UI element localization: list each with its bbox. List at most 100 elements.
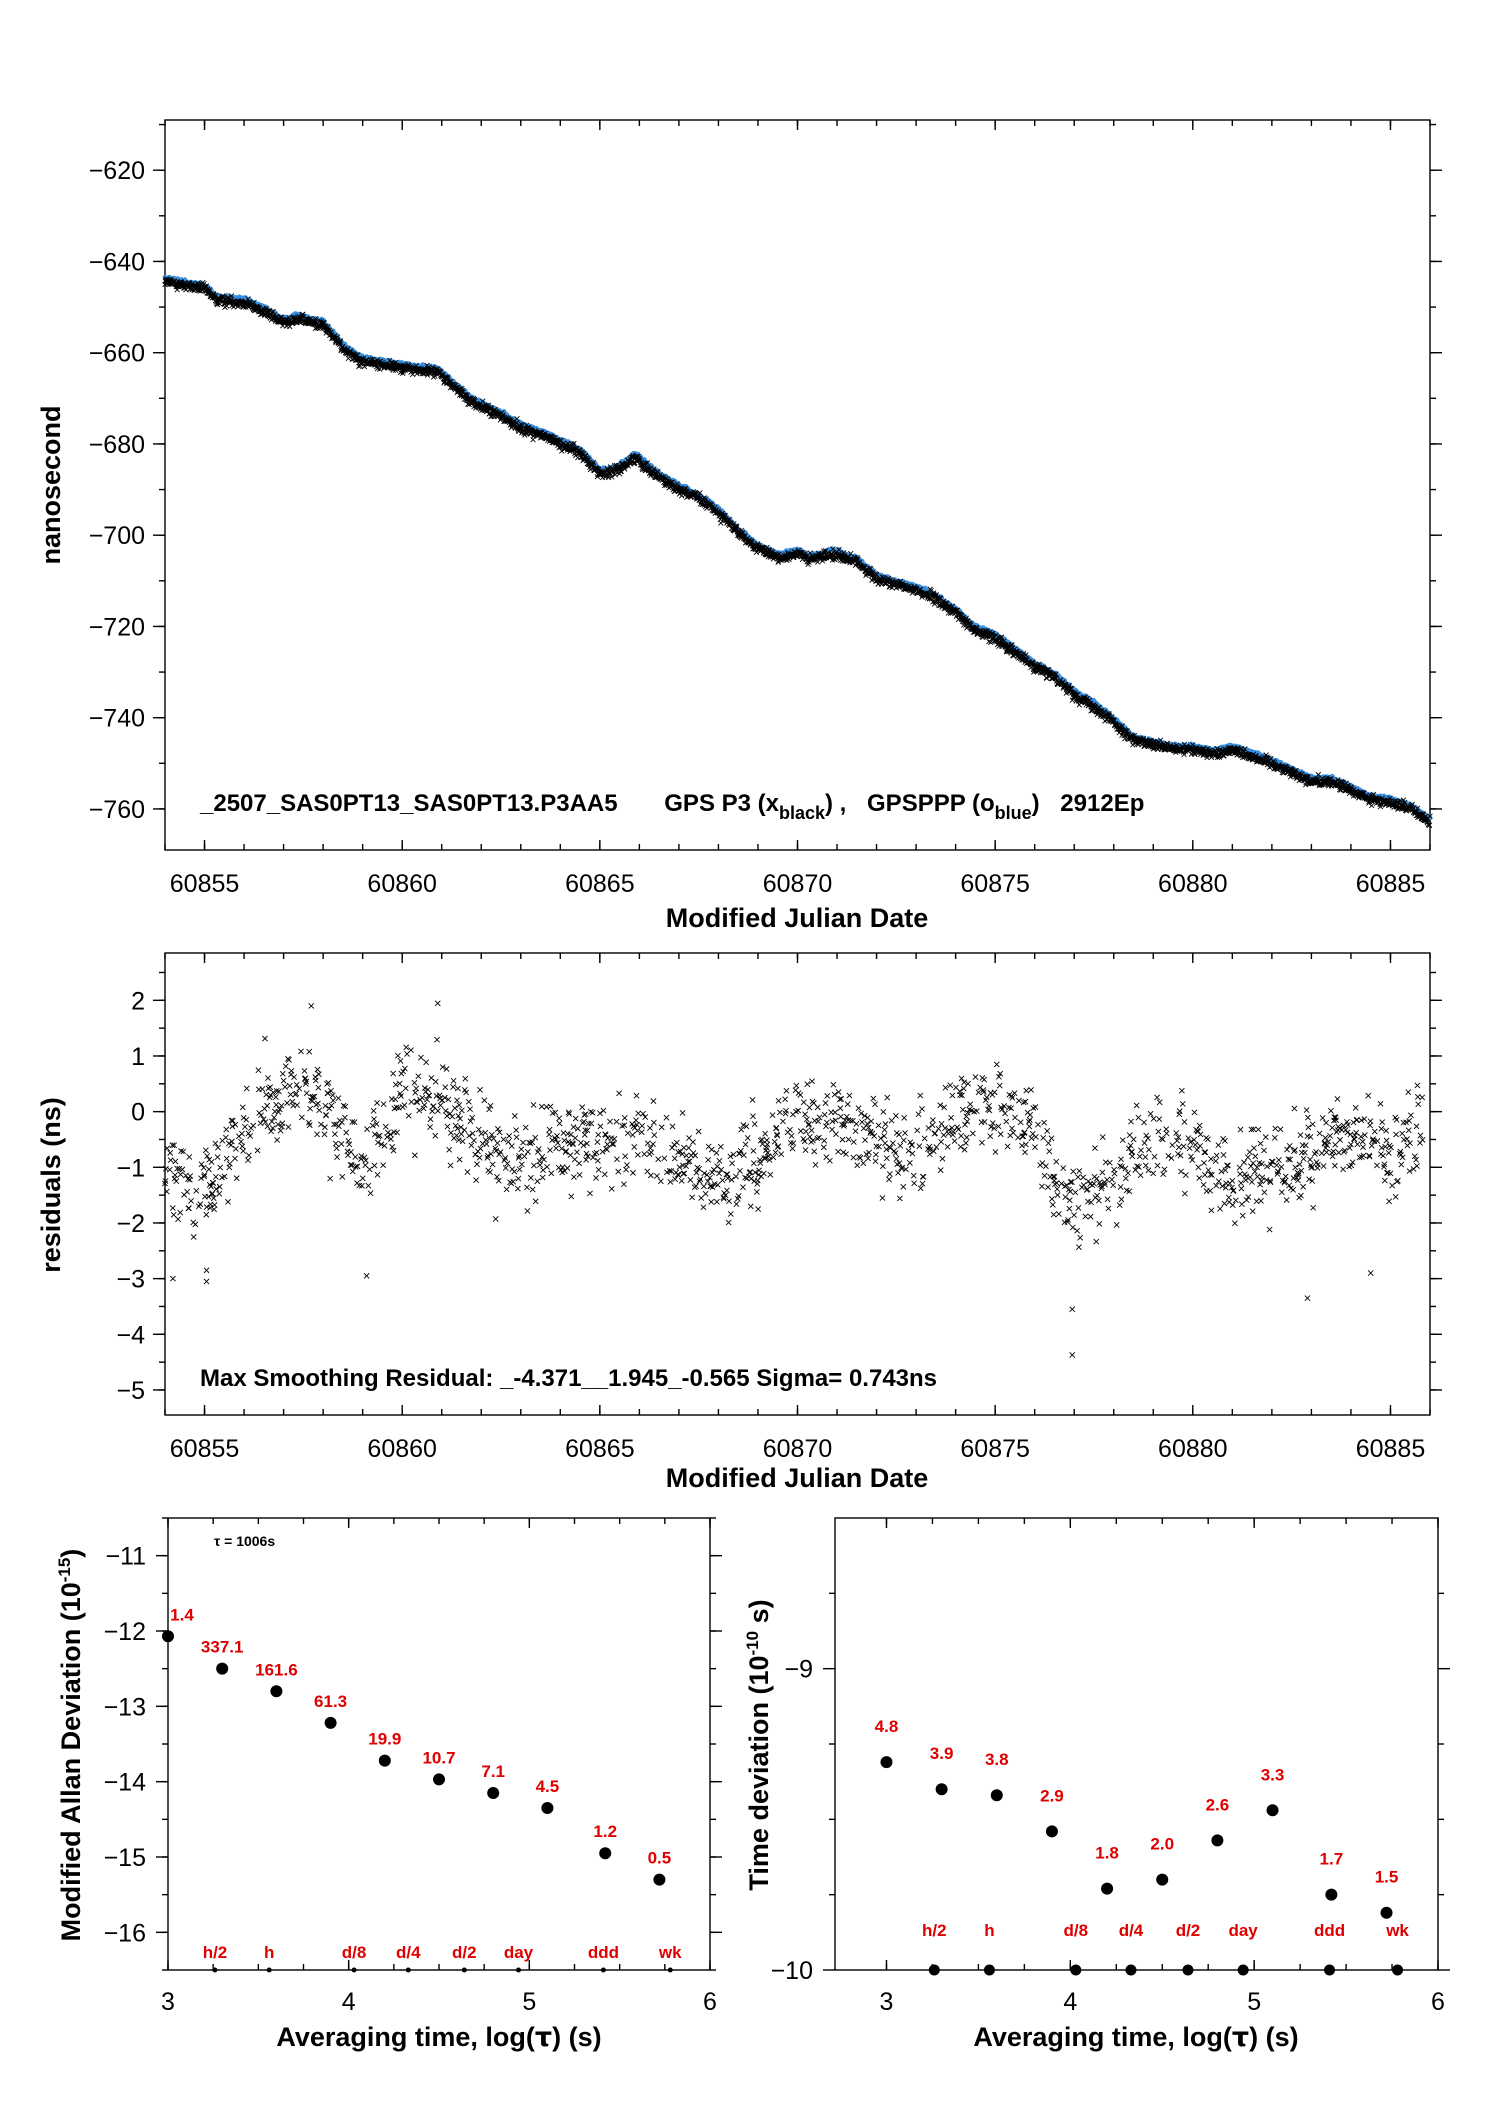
- y-tick-label: −620: [89, 157, 145, 185]
- residual-point: [421, 1102, 428, 1108]
- residual-point: [285, 1124, 292, 1130]
- residual-point: [217, 1164, 224, 1171]
- gps-p3-point: [334, 334, 341, 340]
- gps-legend-suffix: ) ,: [825, 790, 846, 817]
- gps-p3-point: [337, 339, 343, 346]
- phase-x-axis-title: Modified Julian Date: [666, 903, 929, 933]
- y-tick-label: −640: [89, 248, 145, 276]
- residual-point: [394, 1129, 400, 1136]
- residual-point: [338, 1141, 345, 1147]
- residual-point: [307, 1105, 314, 1112]
- residual-point: [367, 1190, 374, 1197]
- residual-point: [265, 1085, 272, 1092]
- residual-point: [238, 1138, 244, 1145]
- residual-point: [330, 1097, 337, 1104]
- phase-ticks: [153, 120, 1442, 850]
- residual-point: [245, 1152, 252, 1159]
- residual-point: [257, 1120, 264, 1127]
- residual-point: [331, 1131, 338, 1138]
- residual-point: [423, 1059, 430, 1066]
- residual-point: [456, 1156, 463, 1163]
- residual-point: [223, 1155, 230, 1162]
- residual-point: [334, 1154, 341, 1160]
- residual-point: [250, 1122, 257, 1129]
- residual-point: [411, 1079, 418, 1086]
- x-tick-label: 60855: [170, 870, 240, 898]
- residuals-data-points: [162, 1000, 1426, 1358]
- y-tick-label: −740: [89, 705, 145, 733]
- residual-point: [413, 1085, 420, 1092]
- residual-point: [444, 1113, 450, 1119]
- gps-p3-point: [345, 355, 352, 362]
- residual-point: [192, 1221, 199, 1228]
- residual-point: [447, 1110, 453, 1117]
- phase-data-points: [162, 274, 1433, 829]
- residual-point: [242, 1123, 248, 1130]
- x-tick-label: 60875: [960, 870, 1030, 898]
- residual-point: [314, 1131, 321, 1138]
- residual-point: [329, 1092, 336, 1099]
- ppp-legend-prefix: GPSPPP (o: [867, 790, 995, 817]
- residual-point: [277, 1127, 284, 1134]
- residual-point: [340, 1102, 347, 1109]
- residual-point: [321, 1124, 328, 1131]
- residual-point: [289, 1098, 296, 1105]
- residual-point: [432, 1078, 439, 1085]
- residual-point: [382, 1123, 389, 1130]
- residual-point: [400, 1068, 407, 1075]
- residual-point: [396, 1080, 403, 1087]
- residual-point: [247, 1133, 254, 1139]
- residual-point: [232, 1155, 238, 1162]
- residual-point: [177, 1171, 184, 1178]
- residual-point: [456, 1102, 463, 1108]
- phase-y-axis-title: nanosecond: [36, 405, 66, 564]
- residual-point: [392, 1081, 399, 1088]
- residual-point: [419, 1094, 426, 1101]
- residual-point: [291, 1074, 297, 1081]
- residual-point: [279, 1070, 286, 1077]
- residual-point: [167, 1157, 174, 1164]
- gps-p3-series: [162, 276, 1433, 829]
- residual-point: [177, 1209, 184, 1216]
- residual-point: [474, 1161, 480, 1168]
- residual-point: [469, 1130, 476, 1137]
- residual-point: [328, 1102, 335, 1109]
- residual-point: [364, 1126, 370, 1133]
- residual-point: [482, 1129, 489, 1136]
- residual-point: [264, 1102, 271, 1109]
- gps-p3-point: [337, 338, 344, 344]
- residual-point: [211, 1201, 218, 1208]
- residual-point: [312, 1077, 319, 1084]
- residual-point: [282, 1084, 288, 1090]
- residual-point: [450, 1084, 457, 1090]
- residual-point: [203, 1211, 210, 1218]
- residual-point: [432, 1132, 439, 1139]
- residual-point: [454, 1085, 461, 1092]
- residual-point: [427, 1116, 434, 1123]
- residual-point: [374, 1171, 381, 1178]
- residual-point: [415, 1073, 422, 1080]
- residual-point: [267, 1084, 274, 1091]
- residual-point: [328, 1087, 334, 1094]
- residual-point: [232, 1145, 239, 1152]
- residual-point: [188, 1197, 194, 1204]
- residual-point: [223, 1126, 230, 1133]
- residual-point: [370, 1107, 377, 1114]
- residual-point: [408, 1047, 414, 1054]
- residual-point: [279, 1120, 286, 1127]
- residual-point: [335, 1095, 342, 1102]
- residual-point: [483, 1141, 490, 1147]
- residual-point: [294, 1102, 301, 1108]
- residual-point: [338, 1119, 345, 1126]
- gps-p3-point: [313, 315, 319, 322]
- residual-point: [346, 1141, 353, 1148]
- residual-point: [392, 1096, 399, 1103]
- phase-plot-frame: [164, 119, 1431, 851]
- residual-point: [243, 1116, 250, 1123]
- residual-point: [395, 1052, 401, 1059]
- residual-point: [451, 1105, 458, 1112]
- residual-point: [446, 1146, 453, 1153]
- residual-point: [359, 1175, 366, 1182]
- residual-point: [403, 1044, 410, 1051]
- residual-point: [208, 1159, 215, 1165]
